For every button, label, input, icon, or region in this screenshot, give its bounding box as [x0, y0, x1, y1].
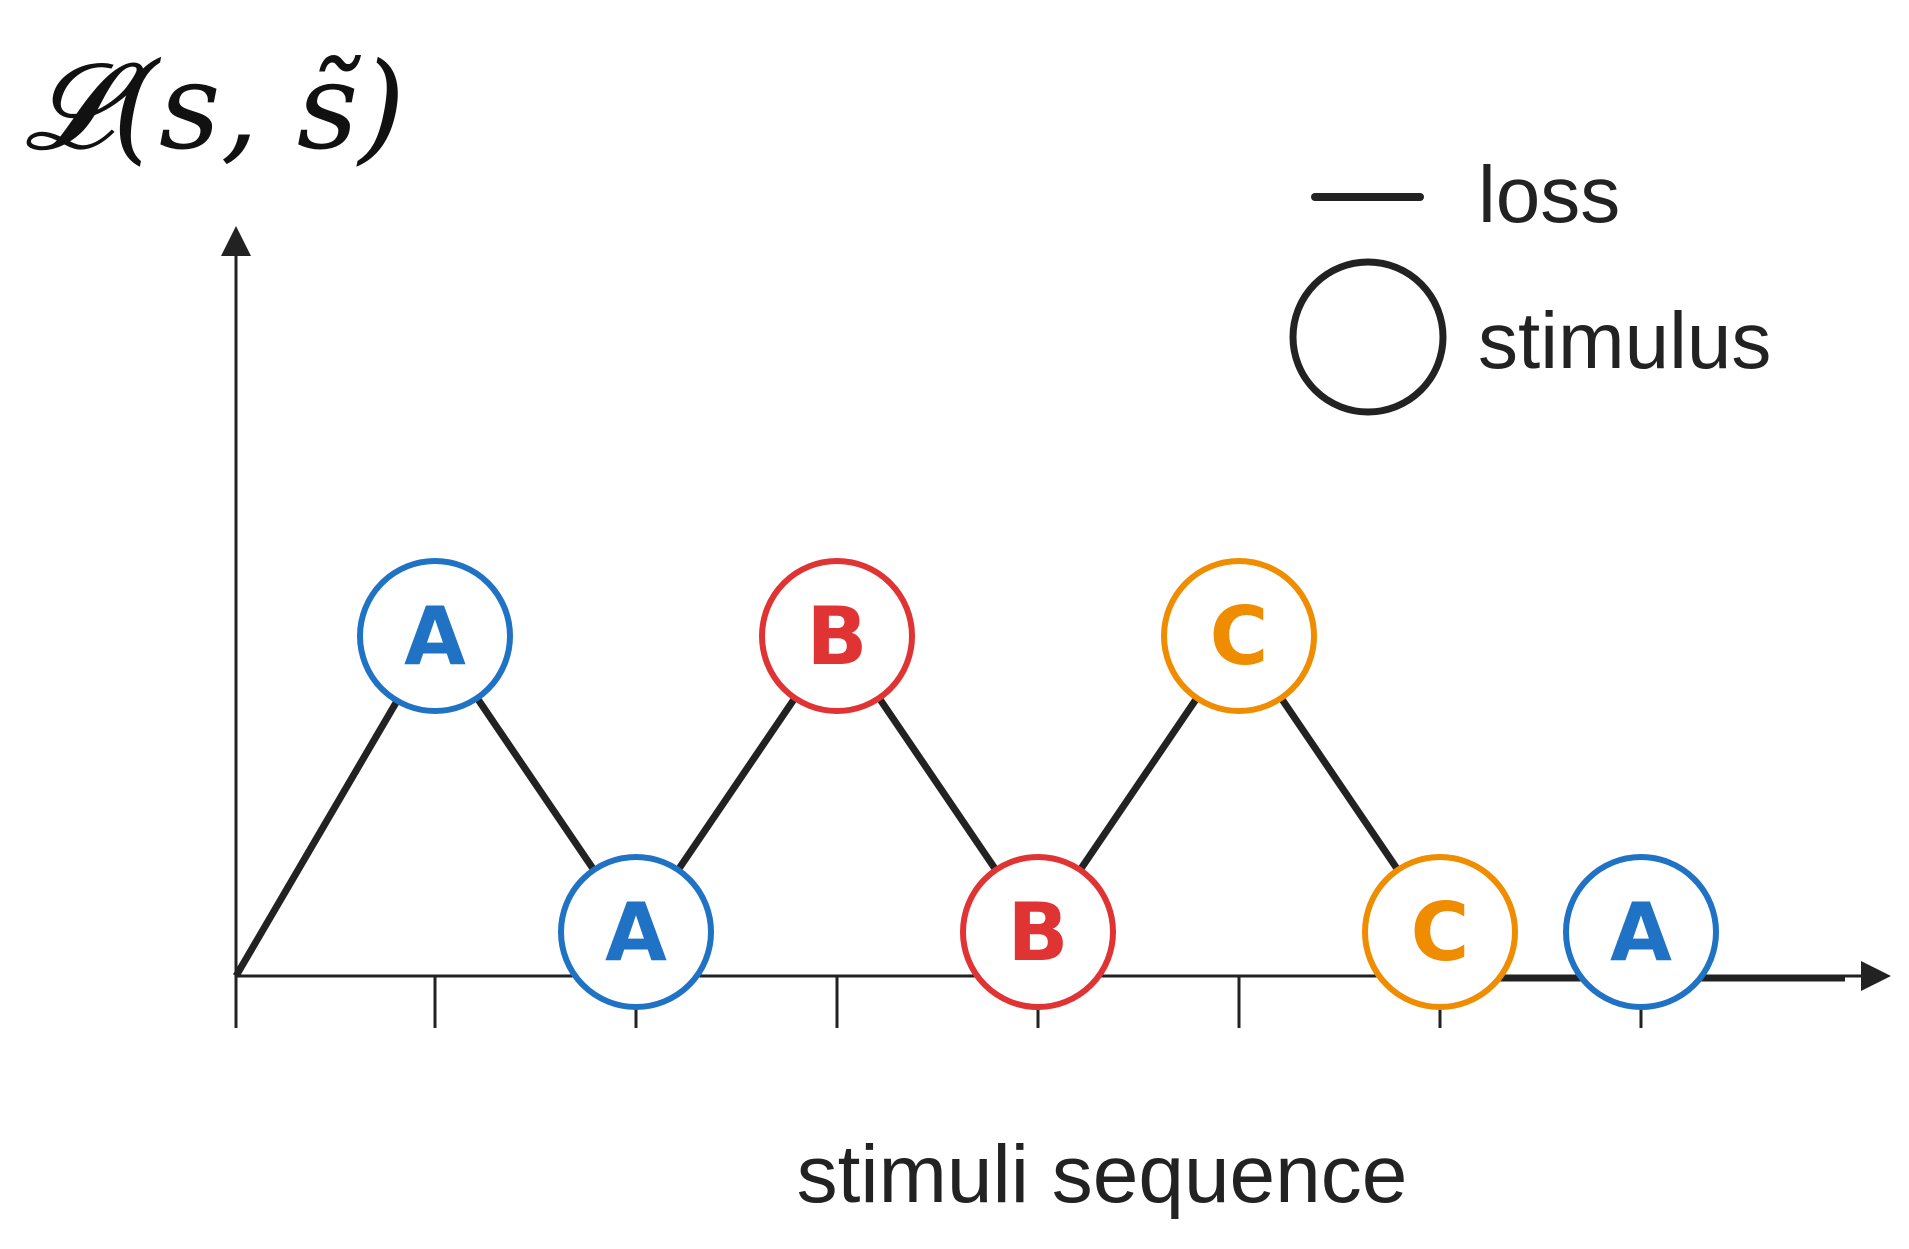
legend-stimulus-label: stimulus — [1478, 296, 1771, 385]
stimulus-node-c: C — [1362, 854, 1518, 1010]
x-axis-label: stimuli sequence — [797, 1129, 1408, 1220]
stimulus-label: B — [807, 590, 868, 683]
stimulus-label: A — [605, 886, 667, 979]
stimulus-circle — [1161, 558, 1317, 714]
stimulus-node-b: B — [960, 854, 1116, 1010]
stimulus-circle — [357, 558, 513, 714]
stimulus-node-c: C — [1161, 558, 1317, 714]
stimulus-circle — [960, 854, 1116, 1010]
stimulus-circle — [1563, 854, 1719, 1010]
stimulus-label: A — [1610, 886, 1672, 979]
stimulus-circle — [759, 558, 915, 714]
legend: loss stimulus — [1289, 150, 1771, 416]
stimuli-nodes: A A B B C C A — [357, 558, 1719, 1010]
stimulus-circle — [1362, 854, 1518, 1010]
stimulus-circle — [558, 854, 714, 1010]
legend-loss-label: loss — [1478, 150, 1620, 239]
stimulus-label: A — [404, 590, 466, 683]
stimulus-label: C — [1411, 886, 1470, 979]
stimulus-label: C — [1210, 590, 1269, 683]
legend-stimulus-swatch — [1289, 258, 1447, 416]
stimulus-node-a: A — [357, 558, 513, 714]
y-axis-label: 𝓛(s, s̃) — [25, 38, 405, 177]
stimulus-node-a: A — [1563, 854, 1719, 1010]
stimulus-node-a: A — [558, 854, 714, 1010]
stimulus-label: B — [1008, 886, 1069, 979]
stimulus-node-b: B — [759, 558, 915, 714]
